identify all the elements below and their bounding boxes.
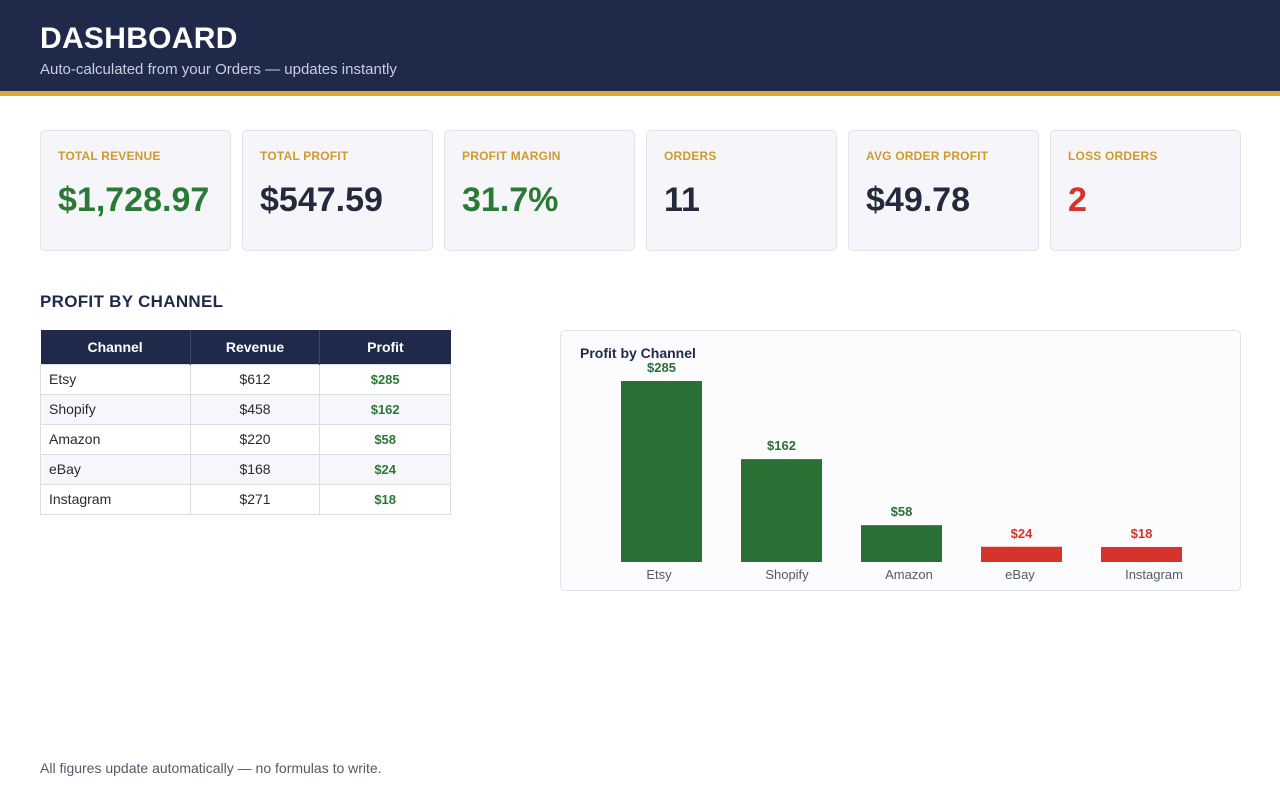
column-header-revenue: Revenue (190, 330, 321, 364)
cell-channel: Etsy (40, 363, 191, 395)
cell-profit: $285 (319, 363, 451, 395)
x-tick-label-etsy: Etsy (646, 567, 672, 582)
dashboard-header: DASHBOARD Auto-calculated from your Orde… (0, 0, 1280, 96)
cell-channel: Amazon (40, 423, 191, 455)
cell-profit: $162 (319, 393, 451, 425)
footer-note: All figures update automatically — no fo… (40, 760, 382, 776)
x-tick-label-shopify: Shopify (765, 567, 809, 582)
kpi-label: PROFIT MARGIN (462, 149, 561, 163)
kpi-label: TOTAL PROFIT (260, 149, 349, 163)
kpi-label: AVG ORDER PROFIT (866, 149, 989, 163)
cell-revenue: $168 (189, 453, 321, 485)
cell-revenue: $458 (189, 393, 321, 425)
kpi-value: 31.7% (462, 181, 559, 219)
table-header-row: Channel Revenue Profit (40, 330, 451, 364)
section-title: PROFIT BY CHANNEL (40, 292, 224, 311)
kpi-value: $547.59 (260, 181, 383, 219)
cell-revenue: $271 (189, 483, 321, 515)
cell-revenue: $220 (189, 423, 321, 455)
bar-instagram (1101, 547, 1182, 562)
kpi-value: $49.78 (866, 181, 970, 219)
kpi-value: 11 (664, 181, 700, 219)
column-header-channel: Channel (40, 330, 191, 364)
cell-channel: eBay (40, 453, 191, 485)
profit-by-channel-chart: $285 Etsy $162 Shopify $58 Amazon $24 eBay $18 In… (560, 330, 1241, 591)
cell-profit: $58 (319, 423, 451, 455)
channel-table: Channel Revenue Profit Etsy $612 $285 Sh… (40, 330, 451, 515)
kpi-label: TOTAL REVENUE (58, 149, 161, 163)
kpi-card-total-profit: TOTAL PROFIT $547.59 (242, 130, 433, 251)
bar-etsy (621, 381, 702, 562)
cell-revenue: $612 (189, 363, 321, 395)
bar-ebay (981, 546, 1062, 562)
page-subtitle: Auto-calculated from your Orders — updat… (40, 61, 397, 78)
page-title: DASHBOARD (40, 22, 238, 55)
table-row: Amazon $220 $58 (40, 423, 451, 455)
kpi-label: LOSS ORDERS (1068, 149, 1158, 163)
data-label-shopify: $162 (767, 438, 796, 453)
bar-shopify (741, 459, 822, 562)
x-tick-label-amazon: Amazon (885, 567, 933, 582)
table-row: Shopify $458 $162 (40, 393, 451, 425)
table-row: Instagram $271 $18 (40, 483, 451, 515)
column-header-profit: Profit (319, 330, 451, 364)
x-tick-label-instagram: Instagram (1125, 567, 1183, 582)
data-label-ebay: $24 (1011, 526, 1033, 541)
kpi-card-profit-margin: PROFIT MARGIN 31.7% (444, 130, 635, 251)
data-label-instagram: $18 (1131, 526, 1153, 541)
table-row: Etsy $612 $285 (40, 363, 451, 395)
x-tick-label-ebay: eBay (1005, 567, 1035, 582)
data-label-amazon: $58 (891, 504, 913, 519)
kpi-card-loss-orders: LOSS ORDERS 2 (1050, 130, 1241, 251)
cell-profit: $18 (319, 483, 451, 515)
kpi-label: ORDERS (664, 149, 717, 163)
kpi-value: 2 (1068, 181, 1087, 219)
kpi-card-total-revenue: TOTAL REVENUE $1,728.97 (40, 130, 231, 251)
kpi-value: $1,728.97 (58, 181, 210, 219)
chart-canvas: $285 Etsy $162 Shopify $58 Amazon $24 eBay $18 In… (621, 360, 1183, 582)
table-row: eBay $168 $24 (40, 453, 451, 485)
kpi-cards: TOTAL REVENUE $1,728.97 TOTAL PROFIT $54… (40, 130, 1241, 251)
kpi-card-orders: ORDERS 11 (646, 130, 837, 251)
bar-amazon (861, 525, 942, 562)
chart-title: Profit by Channel (580, 345, 696, 361)
cell-channel: Shopify (40, 393, 191, 425)
cell-profit: $24 (319, 453, 451, 485)
data-label-etsy: $285 (647, 360, 676, 375)
cell-channel: Instagram (40, 483, 191, 515)
kpi-card-avg-order-profit: AVG ORDER PROFIT $49.78 (848, 130, 1039, 251)
